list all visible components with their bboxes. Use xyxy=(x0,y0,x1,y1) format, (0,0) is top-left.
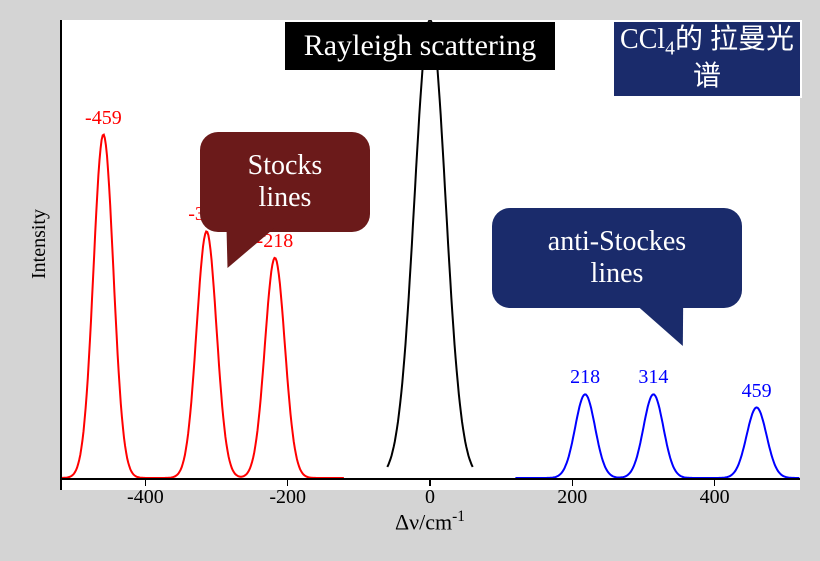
ccl4-title-text: CCl4的 拉曼光谱 xyxy=(614,24,800,93)
rayleigh-title-box: Rayleigh scattering xyxy=(285,22,555,70)
stokes-callout-line1: Stocks xyxy=(248,150,323,182)
y-axis xyxy=(60,20,62,490)
antistokes-callout-line1: anti-Stockes xyxy=(548,226,686,258)
x-tick-label: 400 xyxy=(700,486,730,509)
x-tick xyxy=(145,478,147,486)
stokes-callout-bubble: Stocks lines xyxy=(200,132,370,232)
x-axis-label: Δν/cm-1 xyxy=(395,508,465,535)
x-axis-label-sup: -1 xyxy=(452,508,465,525)
x-tick xyxy=(287,478,289,486)
x-tick xyxy=(572,478,574,486)
antistokes-callout-bubble: anti-Stockes lines xyxy=(492,208,742,308)
rayleigh-title-text: Rayleigh scattering xyxy=(304,29,536,63)
stokes-callout-line2: lines xyxy=(259,182,312,214)
stokes-callout: Stocks lines xyxy=(200,132,370,232)
rayleigh-curve xyxy=(387,20,472,467)
x-tick xyxy=(714,478,716,486)
antistokes-callout-line2: lines xyxy=(591,258,644,290)
antistokes-peak-label: 218 xyxy=(570,366,600,389)
antistokes-peak-label: 459 xyxy=(742,380,772,403)
stokes-peak-label: -459 xyxy=(85,107,122,130)
y-axis-label: Intensity xyxy=(28,209,51,279)
x-tick-label: -200 xyxy=(269,486,306,509)
antistokes-peak-label: 314 xyxy=(638,366,668,389)
antistokes-callout: anti-Stockes lines xyxy=(492,208,742,308)
figure-frame: -400-2000200400 -459-314-218218314459 In… xyxy=(0,0,820,561)
x-axis-label-text: Δν/cm xyxy=(395,509,452,534)
x-tick-label: 200 xyxy=(557,486,587,509)
x-tick-label: -400 xyxy=(127,486,164,509)
x-tick xyxy=(429,478,431,486)
x-tick-label: 0 xyxy=(425,486,435,509)
ccl4-title-box: CCl4的 拉曼光谱 xyxy=(612,20,802,98)
antistokes-curve xyxy=(515,394,799,478)
